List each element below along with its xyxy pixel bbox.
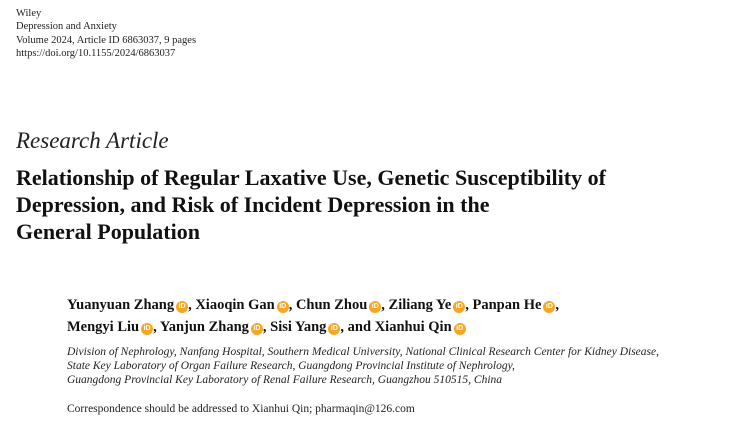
author-and: and [347,319,372,335]
doi-link[interactable]: https://doi.org/10.1155/2024/6863037 [16,48,176,60]
author-name: Mengyi Liu [67,319,140,335]
orcid-icon[interactable]: iD [369,301,382,313]
orcid-icon[interactable]: iD [328,323,341,335]
article-type: Research Article [16,128,169,153]
affiliation-line: State Key Laboratory of Organ Failure Re… [67,360,515,372]
author-separator: , [340,319,345,335]
author-separator: , [262,319,267,335]
author-line: Yuanyuan Zhang iD, Xiaoqin Gan iD, Chun Zh… [67,294,559,316]
author-separator: , [153,319,157,335]
author-name: Xianhui Qin [374,319,452,335]
author-name: Ziliang Ye [388,297,452,313]
affiliation-line: Guangdong Provincial Key Laboratory of R… [67,374,503,386]
journal-meta: Wiley Depression and Anxiety Volume 2024… [16,7,196,61]
author-separator: , [381,297,385,313]
orcid-icon[interactable]: iD [543,301,556,313]
orcid-icon[interactable]: iD [276,301,289,313]
author-name: Chun Zhou [295,297,368,313]
title-line: General Population [16,219,200,244]
paper-title: Relationship of Regular Laxative Use, Ge… [16,164,716,245]
author-name: Yuanyuan Zhang [67,297,175,313]
orcid-icon[interactable]: iD [176,301,189,313]
author-line: Mengyi Liu iD, Yanjun Zhang iD, Sisi Yang i… [67,316,559,338]
volume-info: Volume 2024, Article ID 6863037, 9 pages [16,34,197,46]
author-separator: , [288,297,293,313]
orcid-icon[interactable]: iD [141,323,154,335]
title-line: Relationship of Regular Laxative Use, Ge… [16,165,606,190]
orcid-icon[interactable]: iD [453,323,466,335]
orcid-icon[interactable]: iD [453,301,466,313]
author-name: Xiaoqin Gan [195,297,275,313]
orcid-icon[interactable]: iD [250,323,263,335]
author-list: Yuanyuan Zhang iD, Xiaoqin Gan iD, Chun Zh… [67,294,559,338]
publisher-name: Wiley [16,8,42,19]
title-line: Depression, and Risk of Incident Depress… [16,192,490,217]
correspondence: Correspondence should be addressed to Xi… [67,403,415,415]
author-separator: , [555,297,560,313]
author-separator: , [188,297,192,313]
author-separator: , [465,297,469,313]
author-name: Sisi Yang [270,319,327,335]
affiliation-line: Division of Nephrology, Nanfang Hospital… [67,346,659,358]
journal-name: Depression and Anxiety [16,21,117,33]
author-name: Panpan He [472,297,542,313]
affiliations: Division of Nephrology, Nanfang Hospital… [67,345,659,387]
author-name: Yanjun Zhang [159,319,249,335]
